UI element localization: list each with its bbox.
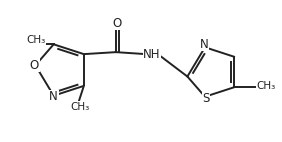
Text: O: O [30,59,39,72]
Text: N: N [49,90,58,103]
Text: S: S [202,92,210,105]
Text: N: N [200,38,208,51]
Text: O: O [112,17,122,30]
Text: CH₃: CH₃ [71,102,90,112]
Text: NH: NH [143,48,160,61]
Text: CH₃: CH₃ [256,81,276,91]
Text: CH₃: CH₃ [26,35,45,45]
